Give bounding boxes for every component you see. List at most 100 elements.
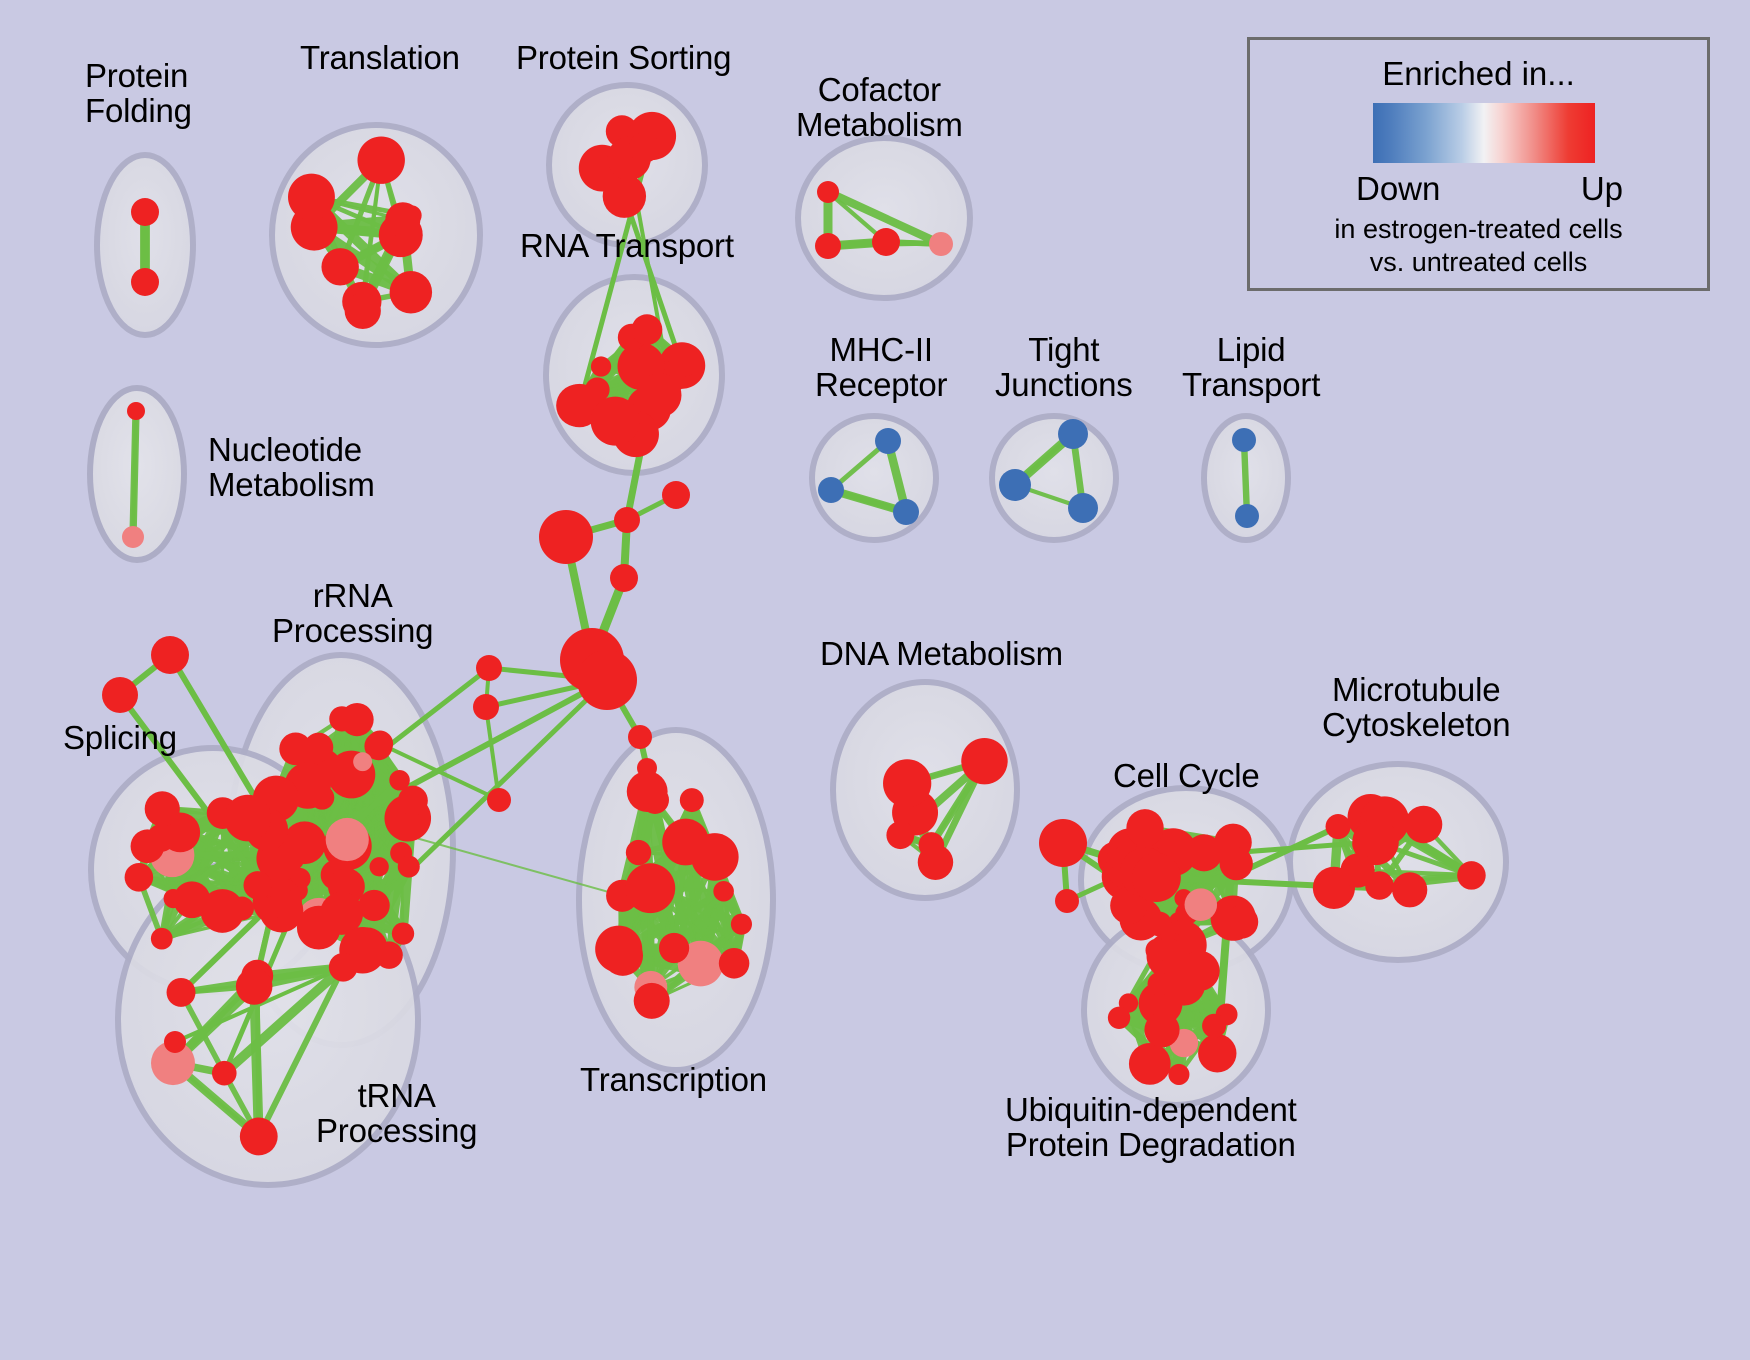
cluster-label-trna-processing: tRNA Processing [316, 1077, 478, 1150]
graph-node-translation [321, 248, 359, 286]
graph-node-transcription [625, 839, 652, 866]
graph-node-trna-processing [211, 1060, 237, 1086]
graph-node-dna-metabolism [883, 759, 932, 808]
graph-node-ubiquitin-degradation [1144, 1012, 1180, 1048]
graph-node-dna-metabolism [961, 737, 1008, 785]
graph-node-rrna-processing [303, 732, 334, 762]
graph-node-mhc-ii-receptor [818, 477, 844, 503]
graph-node-trna-processing [261, 896, 285, 919]
graph-node-tight-junctions [999, 469, 1031, 501]
cluster-label-nucleotide-metabolism: Nucleotide Metabolism [208, 431, 375, 504]
graph-node-bridge [662, 481, 690, 509]
graph-node-splicing [243, 871, 272, 900]
graph-node-rna-transport [631, 314, 663, 346]
graph-node-splicing [163, 888, 183, 909]
graph-node-rrna-processing [329, 706, 355, 732]
graph-node-translation [344, 292, 381, 329]
legend-subtitle-line-1: in estrogen-treated cells [1334, 214, 1623, 244]
graph-node-ubiquitin-degradation [1128, 1043, 1171, 1085]
cluster-label-splicing: Splicing [63, 719, 177, 756]
graph-node-ubiquitin-degradation [1147, 972, 1172, 996]
graph-node-transcription [677, 940, 724, 987]
graph-node-bridge [628, 725, 652, 749]
cluster-label-translation: Translation [300, 39, 460, 76]
graph-node-translation [401, 205, 422, 226]
graph-node-microtubule-cytoskeleton [1352, 818, 1399, 866]
graph-node-bridge [164, 1031, 186, 1053]
graph-node-bridge [614, 507, 640, 533]
graph-node-bridge [641, 786, 669, 814]
graph-node-bridge [102, 677, 138, 713]
graph-node-transcription [679, 788, 704, 813]
cluster-label-lipid-transport: Lipid Transport [1182, 331, 1321, 404]
cluster-label-ubiquitin-degradation: Ubiquitin-dependent Protein Degradation [1005, 1091, 1297, 1164]
graph-edge [1240, 436, 1251, 520]
graph-node-transcription [718, 948, 750, 979]
graph-node-rrna-processing [397, 785, 428, 816]
graph-node-cell-cycle [1185, 834, 1223, 872]
graph-node-bridge [473, 694, 499, 720]
graph-node-bridge [637, 758, 657, 778]
graph-node-bridge [147, 824, 175, 852]
graph-node-transcription [713, 880, 734, 902]
legend-low-label: Down [1356, 170, 1441, 207]
cluster-label-protein-sorting: Protein Sorting [516, 39, 732, 76]
graph-node-bridge [476, 655, 502, 681]
graph-edge [129, 407, 140, 541]
graph-edge [255, 964, 347, 1140]
legend-high-label: Up [1580, 170, 1623, 207]
cluster-label-cofactor-metabolism: Cofactor Metabolism [796, 71, 963, 144]
graph-node-rna-transport [668, 346, 699, 377]
graph-node-rna-transport [590, 396, 640, 446]
graph-node-microtubule-cytoskeleton [1457, 861, 1486, 890]
graph-edge [173, 965, 346, 1044]
legend-title: Enriched in... [1382, 55, 1575, 92]
graph-node-transcription [595, 925, 643, 973]
legend-color-bar [1373, 103, 1595, 163]
graph-node-bridge [610, 564, 638, 592]
graph-node-ubiquitin-degradation [1198, 1034, 1237, 1073]
graph-node-ubiquitin-degradation [1107, 1006, 1131, 1030]
graph-node-splicing [124, 863, 154, 892]
graph-edge [823, 187, 946, 249]
graph-edge [219, 962, 348, 1078]
graph-node-trna-processing [151, 1041, 195, 1086]
cluster-label-cell-cycle: Cell Cycle [1113, 757, 1260, 794]
graph-node-rrna-processing [296, 905, 341, 950]
graph-node-dna-metabolism [917, 844, 954, 880]
graph-node-microtubule-cytoskeleton [1325, 814, 1351, 840]
graph-node-rrna-processing [325, 817, 369, 862]
graph-node-protein-folding [131, 268, 159, 296]
graph-node-transcription [658, 932, 690, 964]
legend-subtitle-line-2: vs. untreated cells [1369, 247, 1588, 277]
graph-node-rrna-processing [364, 732, 393, 761]
graph-node-mhc-ii-receptor [875, 428, 901, 454]
graph-node-cofactor-metabolism [817, 181, 839, 203]
graph-node-rrna-processing [391, 922, 415, 945]
graph-node-mhc-ii-receptor [893, 499, 919, 525]
graph-node-protein-folding [131, 198, 159, 226]
cluster-label-transcription: Transcription [580, 1061, 767, 1098]
graph-node-transcription [625, 863, 676, 914]
graph-node-nucleotide-metabolism [122, 526, 144, 548]
graph-node-bridge [151, 636, 189, 674]
graph-edge [577, 133, 655, 409]
graph-edge [301, 677, 610, 846]
graph-node-dna-metabolism [886, 821, 915, 850]
graph-node-splicing [224, 794, 272, 842]
graph-node-transcription [730, 913, 753, 935]
legend-panel: Enriched in... Down Up in estrogen-treat… [1247, 37, 1710, 291]
graph-node-transcription [662, 818, 709, 866]
graph-node-bridge [539, 510, 593, 564]
cluster-label-microtubule-cytoskeleton: Microtubule Cytoskeleton [1322, 671, 1511, 744]
graph-node-protein-sorting [628, 132, 660, 164]
graph-node-trna-processing [166, 977, 196, 1007]
graph-edge [621, 193, 685, 369]
graph-node-lipid-transport [1235, 504, 1259, 528]
graph-node-tight-junctions [1068, 493, 1098, 523]
graph-node-rrna-processing [279, 732, 312, 766]
graph-node-bridge [1055, 889, 1079, 913]
graph-node-translation [389, 271, 433, 314]
graph-node-microtubule-cytoskeleton [1392, 872, 1428, 908]
graph-node-cofactor-metabolism [872, 228, 900, 256]
